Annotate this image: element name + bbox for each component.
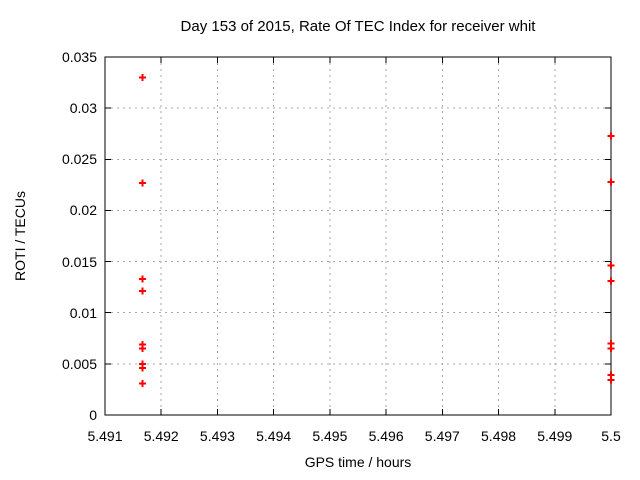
y-tick-label: 0.03 (69, 100, 97, 117)
y-tick-label: 0 (89, 407, 97, 423)
chart-title: Day 153 of 2015, Rate Of TEC Index for r… (180, 18, 536, 35)
x-tick-label: 5.494 (256, 428, 292, 444)
y-axis-title: ROTI / TECUs (12, 191, 28, 281)
y-tick-label: 0.01 (69, 304, 97, 321)
y-tick-label: 0.02 (69, 202, 97, 219)
x-tick-label: 5.498 (481, 428, 517, 444)
x-tick-label: 5.495 (312, 428, 348, 444)
x-tick-label: 5.493 (199, 428, 235, 444)
x-axis-title: GPS time / hours (304, 454, 412, 470)
y-tick-label: 0.035 (61, 49, 97, 65)
y-tick-label: 0.015 (61, 253, 97, 270)
x-tick-label: 5.491 (87, 428, 123, 444)
y-tick-label: 0.025 (61, 151, 97, 168)
x-tick-label: 5.496 (368, 428, 404, 444)
x-tick-label: 5.492 (143, 428, 179, 444)
x-tick-label: 5.497 (424, 428, 460, 444)
plot-border (104, 56, 612, 416)
y-tick-label: 0.005 (61, 355, 97, 372)
x-tick-label: 5.5 (601, 428, 621, 444)
x-tick-label: 5.499 (537, 428, 573, 444)
